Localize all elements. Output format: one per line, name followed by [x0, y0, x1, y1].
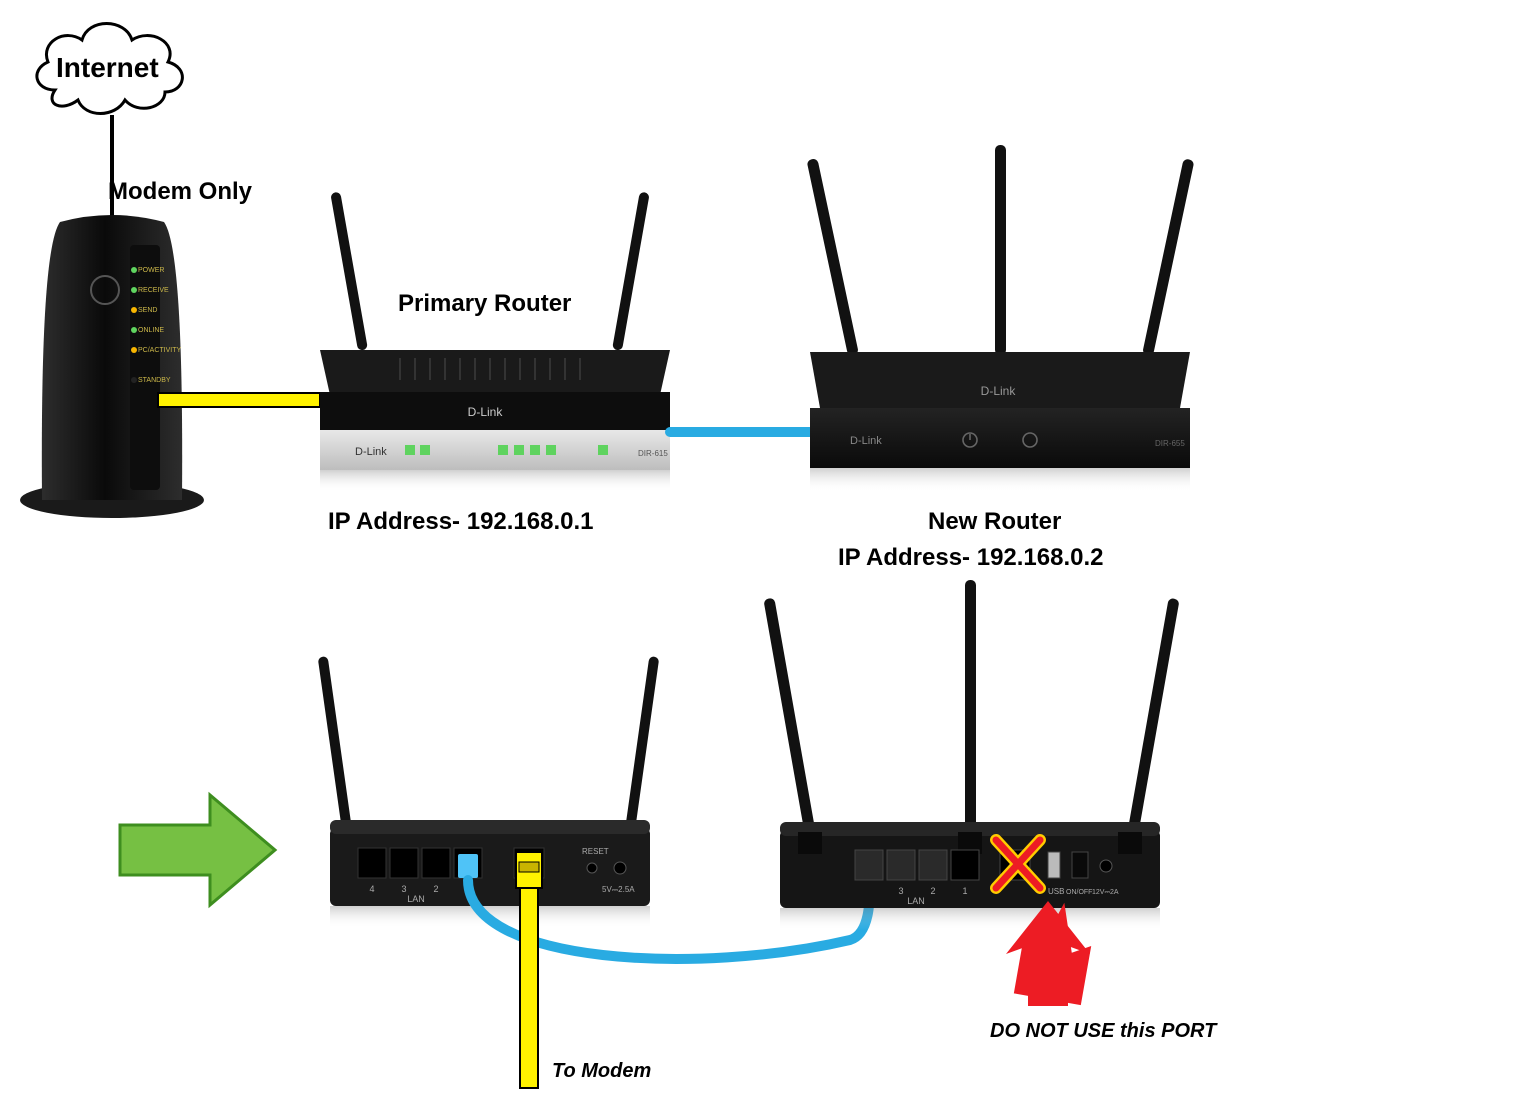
new-router-label: New Router	[928, 508, 1061, 536]
svg-text:RECEIVE: RECEIVE	[138, 287, 169, 294]
svg-text:12V⎓2A: 12V⎓2A	[1092, 889, 1119, 896]
primary-router-device: D-Link D-Link DIR-615	[320, 192, 670, 492]
svg-text:STANDBY: STANDBY	[138, 377, 171, 384]
new-router-device: D-Link D-Link DIR-655	[807, 145, 1195, 492]
svg-text:USB: USB	[1048, 887, 1064, 896]
internet-label: Internet	[56, 52, 159, 84]
svg-text:2: 2	[433, 884, 438, 894]
svg-text:D-Link: D-Link	[850, 435, 882, 447]
svg-text:5V⎓2.5A: 5V⎓2.5A	[602, 885, 635, 894]
svg-text:4: 4	[369, 884, 374, 894]
yellow-cable-top	[158, 393, 320, 407]
modem-device: POWER RECEIVE SEND ONLINE PC/ACTIVITY ST…	[20, 215, 204, 518]
svg-text:ONLINE: ONLINE	[138, 327, 164, 334]
svg-text:DIR-615: DIR-615	[638, 449, 668, 458]
modem-only-label: Modem Only	[108, 178, 252, 206]
svg-text:ON/OFF: ON/OFF	[1066, 889, 1092, 896]
svg-text:2: 2	[930, 886, 935, 896]
primary-router-back: 43 LAN 21 RESET 5V⎓2.5A	[318, 656, 660, 928]
green-arrow-icon	[120, 795, 275, 905]
svg-text:D-Link: D-Link	[355, 446, 387, 458]
primary-router-label: Primary Router	[398, 290, 571, 318]
svg-text:RESET: RESET	[582, 847, 609, 856]
yellow-cable-bottom	[516, 852, 542, 1088]
to-modem-label: To Modem	[552, 1060, 651, 1083]
primary-ip-label: IP Address- 192.168.0.1	[328, 508, 594, 536]
svg-text:1: 1	[962, 886, 967, 896]
new-ip-label: IP Address- 192.168.0.2	[838, 544, 1104, 572]
do-not-use-label: DO NOT USE this PORT	[990, 1020, 1216, 1043]
svg-text:D-Link: D-Link	[468, 405, 504, 419]
svg-text:PC/ACTIVITY: PC/ACTIVITY	[138, 347, 182, 354]
svg-text:LAN: LAN	[407, 894, 425, 904]
network-diagram: POWER RECEIVE SEND ONLINE PC/ACTIVITY ST…	[0, 0, 1531, 1098]
new-router-back: 3 LAN 2 1 USB ON/OFF 12V⎓2A	[763, 580, 1179, 930]
svg-text:D-Link: D-Link	[981, 384, 1017, 398]
svg-text:DIR-655: DIR-655	[1155, 439, 1185, 448]
svg-text:POWER: POWER	[138, 267, 164, 274]
svg-text:3: 3	[401, 884, 406, 894]
svg-text:3: 3	[898, 886, 903, 896]
svg-text:SEND: SEND	[138, 307, 157, 314]
svg-text:LAN: LAN	[907, 896, 925, 906]
